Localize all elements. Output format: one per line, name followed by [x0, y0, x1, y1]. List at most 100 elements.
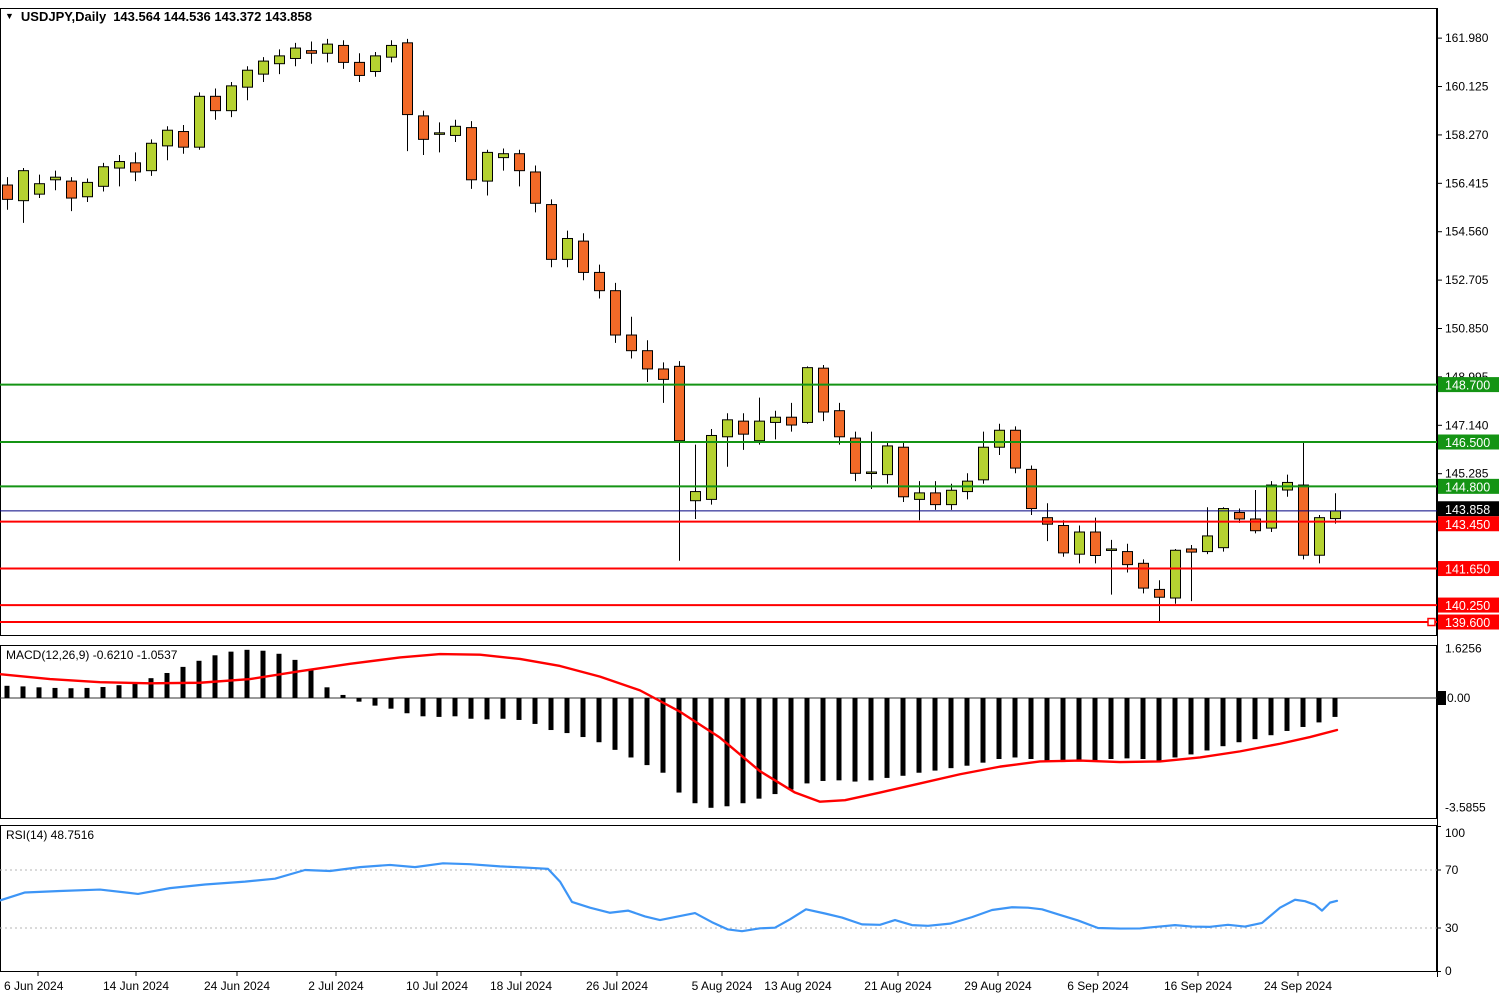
macd-histogram-bar: [644, 698, 650, 766]
macd-histogram-bar: [724, 698, 730, 807]
date-axis-label: 16 Sep 2024: [1164, 979, 1232, 993]
macd-histogram-bar: [388, 698, 394, 709]
date-axis-label: 26 Jul 2024: [586, 979, 648, 993]
macd-histogram-bar: [1332, 698, 1338, 717]
candle-bearish: [1090, 517, 1101, 564]
candle-bearish: [306, 41, 317, 64]
macd-histogram-bar: [52, 687, 58, 698]
line-handle[interactable]: [1427, 617, 1436, 627]
price-badge-text: 139.600: [1445, 616, 1490, 630]
candle-bearish: [594, 264, 605, 299]
macd-histogram-bar: [580, 698, 586, 738]
candle-bullish: [18, 168, 29, 223]
price-level-badge: [1438, 614, 1499, 630]
macd-histogram-bar: [1044, 698, 1050, 761]
macd-histogram-bar: [1236, 698, 1242, 743]
candle-bullish: [242, 66, 253, 101]
candle-bullish: [562, 230, 573, 268]
macd-histogram-bar: [1252, 698, 1258, 740]
candle-bullish: [1266, 481, 1277, 533]
price-level-badge: [1438, 377, 1499, 393]
macd-histogram-bar: [612, 698, 618, 750]
macd-histogram-bar: [740, 698, 746, 804]
candle-bullish: [946, 483, 957, 510]
candle-bullish: [706, 428, 717, 505]
macd-histogram-bar: [36, 687, 42, 698]
symbol-dropdown-icon[interactable]: ▼: [5, 11, 14, 21]
candle-bullish: [1106, 539, 1117, 595]
candle-bullish: [82, 178, 93, 202]
candle-bullish: [1330, 493, 1341, 524]
candle-bearish: [530, 165, 541, 213]
candle-bearish: [850, 431, 861, 482]
macd-histogram-bar: [964, 698, 970, 766]
macd-histogram-bar: [1172, 698, 1178, 758]
price-axis-label: 145.285: [1445, 467, 1489, 481]
macd-histogram-bar: [20, 686, 26, 698]
macd-histogram-bar: [500, 698, 506, 719]
rsi-axis-label: 100: [1445, 826, 1465, 840]
macd-histogram-bar: [164, 672, 170, 698]
candle-bullish: [258, 57, 269, 82]
macd-histogram-bar: [148, 678, 154, 698]
candle-bearish: [1186, 545, 1197, 602]
date-axis-label: 6 Sep 2024: [1067, 979, 1129, 993]
candle-bearish: [130, 152, 141, 182]
candle-bullish: [114, 155, 125, 187]
macd-histogram-bar: [1076, 698, 1082, 762]
candle-bearish: [66, 177, 77, 212]
macd-histogram-bar: [532, 698, 538, 724]
chart-title: ▼ USDJPY,Daily 143.564 144.536 143.372 1…: [5, 9, 312, 24]
macd-histogram-bar: [788, 698, 794, 790]
candle-bullish: [386, 40, 397, 63]
price-badge-text: 144.800: [1445, 480, 1490, 494]
candle-bearish: [418, 110, 429, 156]
macd-axis-label: -3.5855: [1445, 800, 1486, 814]
candle-bearish: [818, 365, 829, 422]
candle-bullish: [978, 431, 989, 484]
candle-bearish: [1250, 490, 1261, 534]
candle-bullish: [994, 423, 1005, 456]
macd-histogram-bar: [404, 698, 410, 714]
date-axis-label: 6 Jun 2024: [4, 979, 64, 993]
ohlc-values: 143.564 144.536 143.372 143.858: [113, 9, 312, 24]
candle-bullish: [274, 49, 285, 75]
candle-bearish: [898, 442, 909, 503]
candle-bearish: [738, 413, 749, 450]
macd-histogram-bar: [212, 655, 218, 698]
candle-bullish: [226, 81, 237, 118]
macd-histogram-bar: [340, 694, 346, 698]
macd-histogram-bar: [1060, 698, 1066, 763]
macd-histogram-bar: [468, 698, 474, 719]
macd-histogram-bar: [420, 698, 426, 717]
macd-histogram-bar: [452, 698, 458, 717]
macd-histogram-bar: [900, 698, 906, 776]
macd-histogram-bar: [196, 660, 202, 698]
price-badge-text: 146.500: [1445, 436, 1490, 450]
price-level-badge: [1438, 516, 1499, 532]
candle-bearish: [546, 199, 557, 268]
macd-histogram-bar: [228, 651, 234, 698]
candlesticks: [2, 38, 1341, 623]
macd-histogram-bar: [1124, 698, 1130, 759]
macd-histogram-bar: [676, 698, 682, 793]
macd-histogram-bar: [772, 698, 778, 795]
macd-histogram-bar: [884, 698, 890, 778]
candle-bearish: [1058, 520, 1069, 557]
macd-histogram-bar: [1268, 698, 1274, 736]
macd-signal-line: [0, 652, 1339, 803]
price-level-badge: [1438, 597, 1499, 613]
macd-histogram-bar: [1300, 698, 1306, 727]
macd-histogram-bar: [868, 698, 874, 781]
candle-bullish: [722, 413, 733, 467]
price-axis-label: 154.560: [1445, 225, 1489, 239]
rsi-axis-label: 30: [1445, 921, 1459, 935]
candle-bullish: [866, 431, 877, 489]
main-panel-frame: [0, 8, 1437, 636]
macd-histogram-bar: [292, 659, 298, 698]
candle-bullish: [1218, 507, 1229, 552]
candle-bullish: [914, 481, 925, 521]
candle-bullish: [50, 170, 61, 191]
candle-bullish: [770, 410, 781, 440]
